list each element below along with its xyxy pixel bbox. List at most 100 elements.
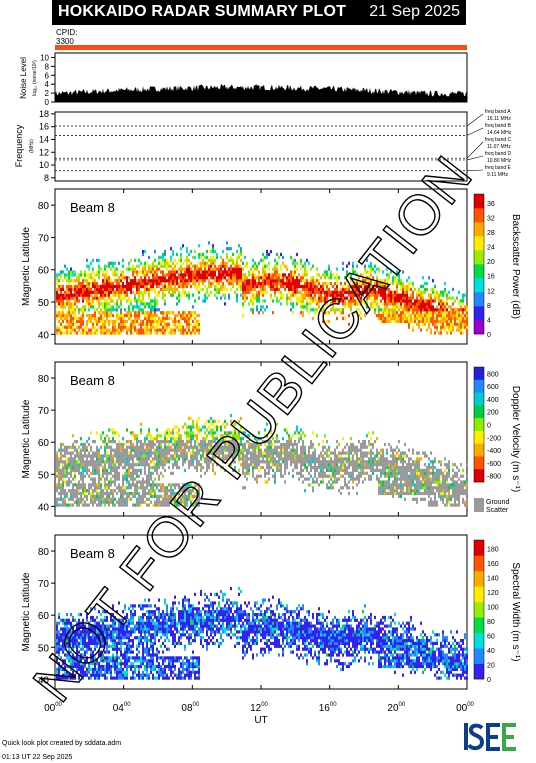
heatmap-cell (102, 460, 104, 464)
heatmap-cell (192, 425, 194, 429)
heatmap-cell (166, 494, 168, 498)
heatmap-cell (268, 460, 270, 464)
heatmap-cell (338, 293, 340, 297)
heatmap-cell (76, 325, 78, 329)
heatmap-cell (360, 468, 362, 472)
heatmap-cell (400, 305, 402, 309)
heatmap-cell (314, 299, 316, 303)
heatmap-cell (118, 474, 120, 478)
heatmap-cell (198, 489, 200, 493)
heatmap-cell (202, 457, 204, 461)
heatmap-cell (98, 500, 100, 504)
heatmap-cell (206, 457, 208, 461)
heatmap-cell (440, 322, 442, 326)
heatmap-cell (166, 491, 168, 496)
heatmap-cell (362, 293, 364, 297)
heatmap-cell (180, 494, 182, 498)
heatmap-cell (152, 273, 154, 277)
heatmap-cell (334, 468, 336, 472)
heatmap-cell (216, 252, 218, 257)
heatmap-cell (232, 261, 234, 265)
heatmap-cell (340, 308, 342, 312)
heatmap-cell (452, 287, 454, 291)
heatmap-cell (210, 276, 212, 280)
heatmap-cell (264, 267, 266, 271)
colorbar-segment (474, 194, 484, 209)
heatmap-cell (60, 486, 62, 490)
heatmap-cell (70, 468, 72, 472)
heatmap-cell (154, 264, 156, 268)
heatmap-cell (94, 486, 96, 490)
heatmap-cell (398, 305, 400, 309)
heatmap-cell (212, 261, 214, 265)
heatmap-cell (310, 474, 312, 478)
heatmap-cell (198, 445, 200, 449)
heatmap-cell (88, 276, 90, 280)
heatmap-cell (106, 311, 108, 315)
heatmap-cell (442, 302, 444, 306)
colorbar-tick-label: 28 (487, 230, 495, 237)
heatmap-cell (406, 279, 408, 283)
heatmap-cell (440, 305, 442, 309)
heatmap-cell (134, 448, 136, 452)
heatmap-cell (384, 279, 386, 283)
heatmap-cell (416, 322, 418, 326)
heatmap-cell (118, 305, 120, 309)
heatmap-cell (138, 322, 140, 326)
heatmap-cell (114, 331, 116, 335)
heatmap-cell (162, 311, 164, 315)
heatmap-cell (60, 290, 62, 294)
heatmap-cell (64, 296, 66, 300)
heatmap-cell (434, 322, 436, 326)
heatmap-cell (320, 287, 322, 291)
heatmap-cell (372, 299, 374, 303)
heatmap-cell (104, 305, 106, 309)
heatmap-cell (174, 314, 176, 318)
heatmap-cell (450, 316, 452, 321)
heatmap-cell (176, 319, 178, 323)
heatmap-cell (242, 460, 244, 464)
heatmap-cell (306, 302, 308, 306)
heatmap-cell (98, 264, 100, 268)
heatmap-cell (158, 466, 160, 470)
heatmap-cell (134, 454, 136, 458)
heatmap-cell (168, 451, 170, 455)
heatmap-cell (266, 273, 268, 277)
heatmap-cell (402, 319, 404, 323)
heatmap-cell (84, 486, 86, 490)
heatmap-cell (74, 296, 76, 300)
heatmap-cell (124, 308, 126, 312)
heatmap-cell (60, 299, 62, 303)
heatmap-cell (104, 451, 106, 455)
heatmap-cell (136, 474, 138, 478)
heatmap-cell (218, 276, 220, 280)
heatmap-cell (142, 489, 144, 493)
heatmap-cell (102, 284, 104, 289)
latitude-tick-label: 80 (38, 201, 50, 212)
heatmap-cell (380, 308, 382, 312)
heatmap-cell (194, 434, 196, 438)
heatmap-cell (390, 308, 392, 312)
heatmap-cell (306, 299, 308, 303)
heatmap-cell (60, 474, 62, 478)
heatmap-cell (392, 299, 394, 303)
heatmap-cell (270, 293, 272, 297)
heatmap-cell (350, 299, 352, 303)
heatmap-cell (182, 282, 184, 286)
heatmap-cell (122, 322, 124, 326)
heatmap-cell (162, 331, 164, 335)
heatmap-cell (318, 287, 320, 291)
heatmap-cell (428, 322, 430, 326)
heatmap-cell (136, 270, 138, 274)
heatmap-cell (108, 261, 110, 265)
heatmap-cell (388, 316, 390, 321)
heatmap-cell (292, 460, 294, 464)
heatmap-cell (286, 299, 288, 303)
heatmap-cell (206, 454, 208, 458)
heatmap-cell (148, 483, 150, 487)
heatmap-cell (160, 454, 162, 458)
heatmap-cell (110, 279, 112, 283)
heatmap-cell (324, 451, 326, 455)
heatmap-cell (188, 325, 190, 329)
heatmap-cell (180, 497, 182, 501)
